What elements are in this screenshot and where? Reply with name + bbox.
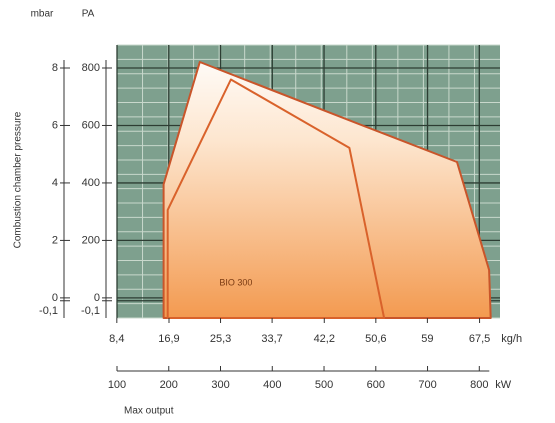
x-unit: kW <box>495 379 512 391</box>
x-title: Max output <box>124 406 174 417</box>
y-tick-label: 0 <box>94 292 100 304</box>
y-tick-label: 200 <box>82 234 100 246</box>
x2-tick-label: 50,6 <box>365 333 386 345</box>
y-tick-label: 8 <box>52 62 58 74</box>
y-tick-label: -0,1 <box>81 305 100 317</box>
y-tick-label: 6 <box>52 119 58 131</box>
x2-unit: kg/h <box>501 333 522 345</box>
x2-tick-label: 25,3 <box>210 333 231 345</box>
y-title: Combustion chamber pressure <box>13 111 24 248</box>
series-label: BIO 300 <box>219 277 252 287</box>
x2-tick-label: 33,7 <box>261 333 282 345</box>
y-tick-label: 400 <box>82 177 100 189</box>
x-tick-label: 200 <box>160 379 178 391</box>
y-unit: PA <box>82 9 95 20</box>
x-tick-label: 100 <box>108 379 126 391</box>
area <box>166 78 386 319</box>
x-tick-label: 300 <box>211 379 229 391</box>
x-tick-label: 800 <box>470 379 488 391</box>
y-tick-label: 4 <box>52 177 58 189</box>
x2-tick-label: 8,4 <box>109 333 124 345</box>
y2-unit: mbar <box>31 9 54 20</box>
y-tick-label: 2 <box>52 234 58 246</box>
y-tick-label: 600 <box>82 119 100 131</box>
x-tick-label: 700 <box>418 379 436 391</box>
y-tick-label: 800 <box>82 62 100 74</box>
x-tick-label: 600 <box>367 379 385 391</box>
x2-tick-label: 16,9 <box>158 333 179 345</box>
y-tick-label: 0 <box>52 292 58 304</box>
x-tick-label: 400 <box>263 379 281 391</box>
x2-tick-label: 42,2 <box>314 333 335 345</box>
y-tick-label: -0,1 <box>39 305 58 317</box>
x-tick-label: 500 <box>315 379 333 391</box>
x2-tick-label: 59 <box>421 333 433 345</box>
x2-tick-label: 67,5 <box>469 333 490 345</box>
